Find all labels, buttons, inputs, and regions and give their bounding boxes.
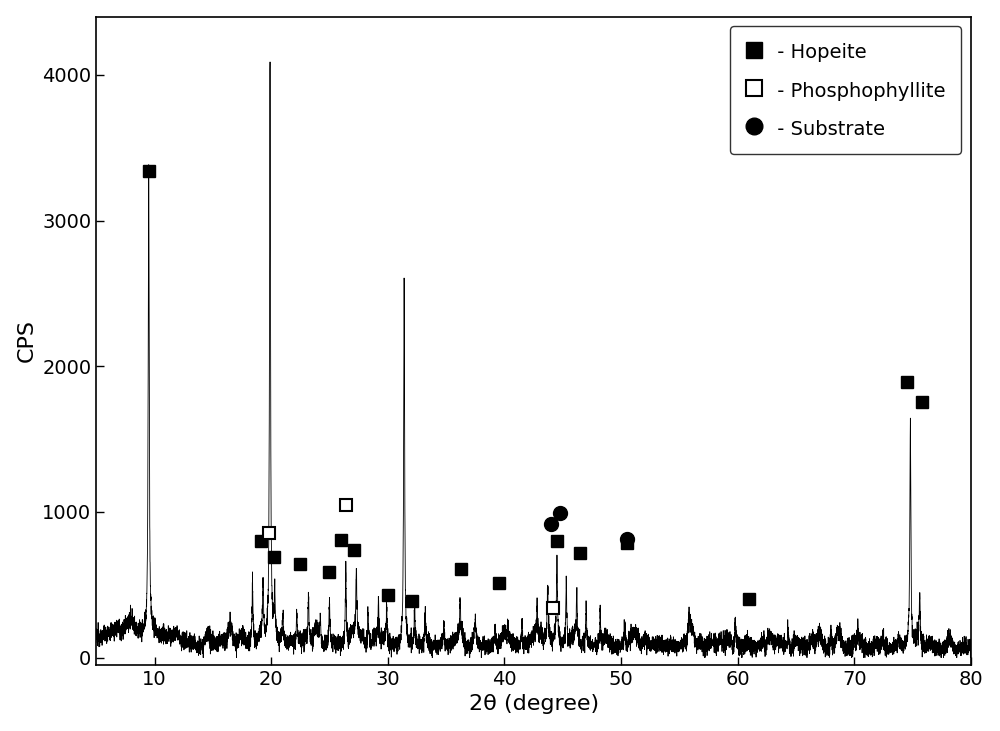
X-axis label: 2θ (degree): 2θ (degree)	[469, 694, 599, 714]
Y-axis label: CPS: CPS	[17, 319, 37, 363]
Legend:  - Hopeite,  - Phosphophyllite,  - Substrate: - Hopeite, - Phosphophyllite, - Substrat…	[730, 26, 961, 154]
